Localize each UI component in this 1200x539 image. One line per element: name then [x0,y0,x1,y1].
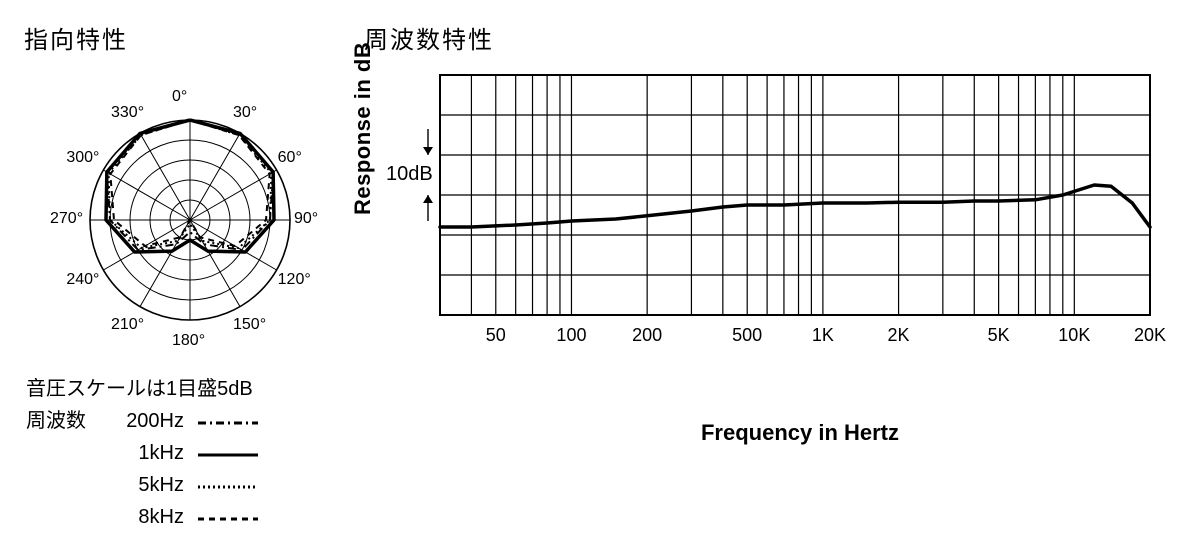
polar-angle-label: 330° [111,104,144,122]
polar-angle-label: 60° [278,149,302,167]
polar-angle-label: 150° [233,316,266,334]
polar-legend-row: 8kHz [26,501,360,533]
polar-legend-swatch [198,443,258,463]
freq-x-tick-label: 500 [732,325,762,346]
freq-x-tick-label: 100 [556,325,586,346]
polar-angle-label: 240° [66,271,99,289]
freq-x-tick-label: 1K [812,325,834,346]
polar-angle-label: 90° [294,210,318,228]
polar-angle-label: 270° [50,210,83,228]
polar-angle-label: 0° [172,88,187,106]
freq-x-tick-label: 5K [988,325,1010,346]
polar-angle-label: 210° [111,316,144,334]
freq-x-tick-label: 10K [1058,325,1090,346]
polar-legend-freq: 8kHz [104,501,184,533]
freq-x-tick-label: 50 [486,325,506,346]
polar-legend-title: 周波数 [26,405,104,437]
freq-x-tick-label: 2K [888,325,910,346]
polar-angle-label: 300° [66,149,99,167]
freq-y-axis-title: Response in dB [350,42,376,215]
polar-legend-swatch [198,507,258,527]
freq-x-tick-label: 20K [1134,325,1166,346]
polar-legend-row: 1kHz [26,437,360,469]
polar-title: 指向特性 [24,20,360,55]
freq-db-mark: 10dB [386,163,433,186]
polar-legend-freq: 200Hz [104,405,184,437]
polar-legend-row: 周波数200Hz [26,405,360,437]
polar-chart: 0° 30° 60° 90° 120° 150° 180° 210° 240° 270° 300° 3… [40,65,340,365]
polar-angle-label: 180° [172,332,205,350]
polar-angle-label: 120° [278,271,311,289]
polar-legend-swatch [198,475,258,495]
polar-scale-note: 音圧スケールは1目盛5dB [26,373,253,405]
polar-angle-label: 30° [233,104,257,122]
polar-legend-row: 5kHz [26,469,360,501]
polar-legend-freq: 5kHz [104,469,184,501]
freq-x-axis-title: Frequency in Hertz [360,420,1180,446]
freq-title: 周波数特性 [364,20,1180,55]
polar-legend-swatch [198,411,258,431]
freq-x-tick-label: 200 [632,325,662,346]
freq-chart: Response in dB 501002005001K2K5K10K20K 1… [360,65,1160,365]
polar-legend-freq: 1kHz [104,437,184,469]
